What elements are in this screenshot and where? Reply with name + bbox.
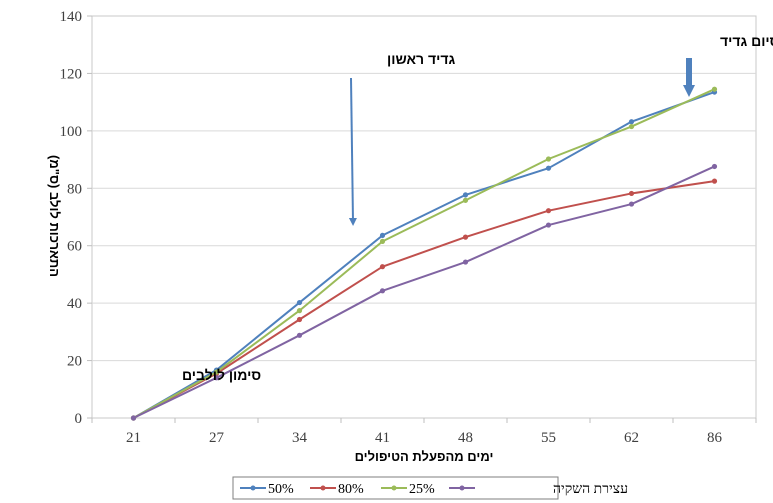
data-point-25-55 [545, 156, 552, 162]
data-point-80-86 [711, 178, 718, 184]
legend-label-irrigation-stop: עצירת השקיה [553, 482, 628, 497]
y-tick-label-60: 60 [67, 239, 82, 255]
series-points [130, 86, 718, 421]
series-line-25 [133, 88, 715, 419]
y-tick-label-140: 140 [60, 9, 83, 25]
x-tick-labels: 21 27 34 41 48 55 62 86 [126, 430, 723, 446]
data-point-80-48 [462, 234, 469, 240]
legend: 50% 80% 25% עצירת השקיה [232, 476, 628, 500]
y-axis-title: התארכות לולב (ס"מ) [47, 155, 62, 277]
data-point-irrigation-stop-27 [213, 375, 220, 381]
data-point-irrigation-stop-48 [462, 259, 469, 265]
plot-area [91, 15, 757, 419]
x-tick-label-21: 21 [126, 430, 141, 446]
y-tick-label-0: 0 [75, 411, 83, 427]
legend-swatch-marker-50 [250, 485, 256, 491]
data-point-irrigation-stop-21 [130, 415, 137, 421]
data-point-50-48 [462, 192, 469, 198]
annotation-first-harvest: גדיד ראשון [387, 51, 455, 67]
data-point-25-48 [462, 197, 469, 203]
y-tick-label-120: 120 [60, 66, 83, 82]
series-line-irrigation-stop [133, 165, 715, 419]
data-point-irrigation-stop-34 [296, 332, 303, 338]
data-point-50-55 [545, 165, 552, 171]
x-tick-label-27: 27 [209, 430, 225, 446]
y-tick-label-100: 100 [60, 124, 83, 140]
legend-label-25: 25% [409, 482, 435, 497]
gridlines [87, 15, 757, 423]
legend-label-80: 80% [338, 482, 364, 497]
data-point-80-41 [379, 264, 386, 270]
data-point-25-62 [628, 123, 635, 130]
data-point-irrigation-stop-41 [379, 288, 386, 294]
data-point-irrigation-stop-62 [628, 201, 635, 207]
series-line-50 [132, 91, 715, 419]
data-point-80-55 [545, 208, 552, 214]
data-point-50-62 [628, 119, 635, 125]
data-point-25-34 [296, 308, 303, 314]
data-point-80-34 [296, 316, 303, 323]
y-tick-label-80: 80 [67, 181, 82, 197]
first-harvest-arrow [348, 77, 357, 226]
series-line-80 [133, 180, 715, 419]
legend-swatch-marker-80 [320, 485, 326, 491]
data-point-irrigation-stop-86 [711, 163, 718, 170]
y-tick-label-20: 20 [67, 354, 82, 370]
legend-swatch-marker-25 [391, 485, 397, 491]
x-tick-label-55: 55 [541, 430, 556, 446]
x-tick-label-34: 34 [292, 430, 308, 446]
annotation-harvest-end: סיום גדיד [720, 33, 773, 49]
data-point-irrigation-stop-55 [545, 222, 552, 228]
x-tick-label-48: 48 [458, 430, 473, 446]
data-point-80-62 [628, 190, 635, 197]
annotation-lulav-marking: סימון לולבים [182, 367, 261, 383]
data-point-25-86 [711, 86, 718, 92]
data-point-25-41 [379, 238, 386, 245]
x-tick-label-86: 86 [707, 430, 723, 446]
y-tick-label-40: 40 [67, 296, 82, 312]
x-axis-title: ימים מהפעלת הטיפולים [355, 449, 494, 464]
data-point-50-41 [379, 232, 386, 238]
x-tick-label-62: 62 [624, 430, 639, 446]
data-point-50-34 [296, 299, 303, 306]
legend-label-50: 50% [268, 482, 294, 497]
legend-swatch-marker-irrigation-stop [459, 485, 465, 491]
x-tick-label-41: 41 [375, 430, 390, 446]
series-lines [132, 88, 715, 419]
y-tick-labels: 0 20 40 60 80 100 120 140 [60, 9, 83, 427]
data-point-25-27 [213, 369, 220, 375]
